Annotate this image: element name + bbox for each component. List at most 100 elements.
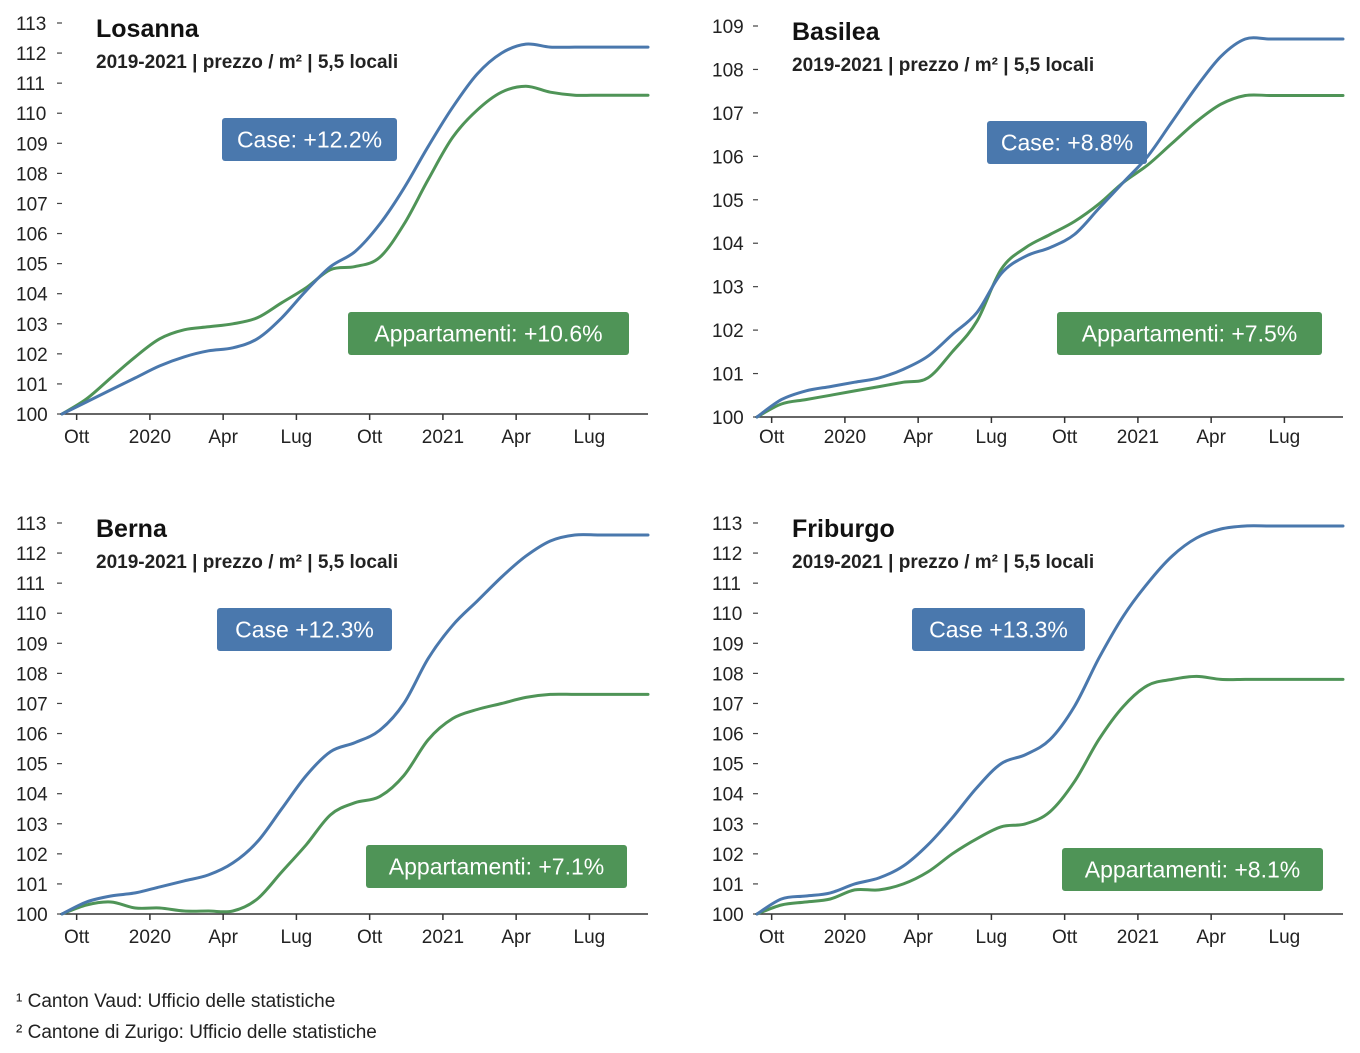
y-tick-label: 110	[16, 104, 46, 125]
x-tick-label: 2021	[1117, 427, 1159, 448]
chart-title: Losanna	[96, 15, 200, 43]
x-tick-label: 2020	[129, 427, 171, 448]
line-case	[60, 42, 650, 416]
badge-case: Case: +12.2%	[222, 118, 397, 161]
badge-case: Case +13.3%	[912, 608, 1085, 651]
y-tick-label: 113	[16, 14, 46, 35]
badge-background	[1062, 848, 1323, 891]
footnote-1: ¹ Canton Vaud: Ufficio delle statistiche	[16, 991, 336, 1012]
y-tick-label: 100	[712, 408, 744, 429]
chart-title: Friburgo	[792, 515, 895, 543]
chart-losanna: 100 101 102 103 104 105 106 107 108 109 110 111 112 1…	[16, 14, 650, 448]
badge-appartamenti: Appartamenti: +7.5%	[1057, 312, 1322, 355]
x-tick-label: 2021	[1117, 927, 1159, 948]
y-tick-label: 101	[712, 365, 744, 386]
y-tick-label: 108	[16, 164, 48, 185]
badge-background	[222, 118, 397, 161]
chart-subtitle: 2019-2021 | prezzo / m² | 5,5 locali	[96, 52, 398, 73]
x-tick-label: Lug	[976, 927, 1008, 948]
y-tick-label: 107	[16, 194, 48, 215]
badge-label: Case: +12.2%	[237, 127, 382, 153]
line-case	[755, 36, 1345, 419]
x-tick-label: Ott	[64, 927, 90, 948]
y-tick-label: 101	[712, 875, 744, 896]
y-tick-label: 103	[16, 815, 48, 836]
y-tick-label: 108	[712, 664, 744, 685]
y-tick-label: 109	[712, 634, 744, 655]
x-tick-label: Lug	[1269, 427, 1301, 448]
y-tick-label: 109	[16, 134, 48, 155]
x-tick-label: Apr	[903, 427, 933, 448]
y-tick-label: 109	[712, 17, 744, 38]
x-tick-label: 2020	[129, 927, 171, 948]
x-tick-label: 2020	[824, 927, 866, 948]
badge-appartamenti: Appartamenti: +8.1%	[1062, 848, 1323, 891]
badge-label: Appartamenti: +7.1%	[389, 854, 604, 880]
y-tick-label: 100	[16, 405, 48, 426]
y-tick-label: 100	[712, 905, 744, 926]
y-tick-label: 108	[712, 60, 744, 81]
y-tick-label: 103	[712, 815, 744, 836]
x-tick-label: 2021	[422, 927, 464, 948]
y-tick-label: 104	[16, 285, 48, 306]
y-tick-label: 111	[712, 574, 741, 595]
badge-label: Appartamenti: +8.1%	[1085, 857, 1300, 883]
x-tick-label: Lug	[1269, 927, 1301, 948]
x-tick-label: Ott	[1052, 927, 1078, 948]
line-case	[60, 533, 650, 916]
x-tick-label: Ott	[357, 427, 383, 448]
y-tick-label: 101	[16, 375, 48, 396]
y-tick-label: 103	[712, 278, 744, 299]
y-tick-label: 106	[712, 725, 744, 746]
x-tick-label: Ott	[759, 927, 785, 948]
y-tick-label: 105	[16, 255, 48, 276]
y-tick-label: 104	[16, 785, 48, 806]
y-tick-label: 111	[16, 574, 45, 595]
y-tick-label: 104	[712, 785, 744, 806]
x-tick-label: Apr	[501, 927, 531, 948]
y-tick-label: 102	[16, 845, 48, 866]
chart-friburgo: 100 101 102 103 104 105 106 107 108 109 110 111 112 1…	[712, 514, 1345, 948]
badge-background	[1057, 312, 1322, 355]
y-tick-label: 107	[712, 104, 744, 125]
y-tick-label: 102	[16, 345, 48, 366]
y-tick-label: 100	[16, 905, 48, 926]
x-tick-label: 2021	[422, 427, 464, 448]
y-tick-label: 106	[712, 147, 744, 168]
x-tick-label: Apr	[903, 927, 933, 948]
y-tick-label: 106	[16, 725, 48, 746]
y-tick-label: 105	[16, 755, 48, 776]
y-tick-label: 106	[16, 225, 48, 246]
y-tick-label: 107	[712, 694, 744, 715]
x-tick-label: Ott	[357, 927, 383, 948]
x-tick-label: Ott	[64, 427, 90, 448]
x-tick-label: 2020	[824, 427, 866, 448]
y-tick-label: 112	[16, 544, 46, 565]
line-appartamenti	[755, 93, 1345, 419]
y-tick-label: 112	[16, 44, 46, 65]
y-tick-label: 110	[16, 604, 46, 625]
y-tick-label: 110	[712, 604, 742, 625]
x-tick-label: Ott	[1052, 427, 1078, 448]
chart-basilea: 100 101 102 103 104 105 106 107 108 109 Ott 2020 Apr…	[712, 17, 1345, 448]
badge-background	[366, 845, 627, 888]
y-tick-label: 104	[712, 234, 744, 255]
y-tick-label: 112	[712, 544, 742, 565]
y-tick-label: 113	[712, 514, 742, 535]
x-tick-label: Lug	[574, 927, 606, 948]
x-tick-label: Lug	[281, 927, 313, 948]
chart-title: Berna	[96, 515, 168, 543]
y-tick-label: 107	[16, 694, 48, 715]
y-tick-label: 109	[16, 634, 48, 655]
line-appartamenti	[60, 84, 650, 416]
y-tick-label: 111	[16, 74, 45, 95]
x-tick-label: Apr	[1196, 427, 1226, 448]
x-tick-label: Lug	[281, 427, 313, 448]
x-tick-label: Lug	[574, 427, 606, 448]
badge-case: Case +12.3%	[217, 608, 392, 651]
x-tick-label: Ott	[759, 427, 785, 448]
badge-appartamenti: Appartamenti: +7.1%	[366, 845, 627, 888]
chart-subtitle: 2019-2021 | prezzo / m² | 5,5 locali	[792, 552, 1094, 573]
badge-background	[912, 608, 1085, 651]
y-tick-label: 108	[16, 664, 48, 685]
